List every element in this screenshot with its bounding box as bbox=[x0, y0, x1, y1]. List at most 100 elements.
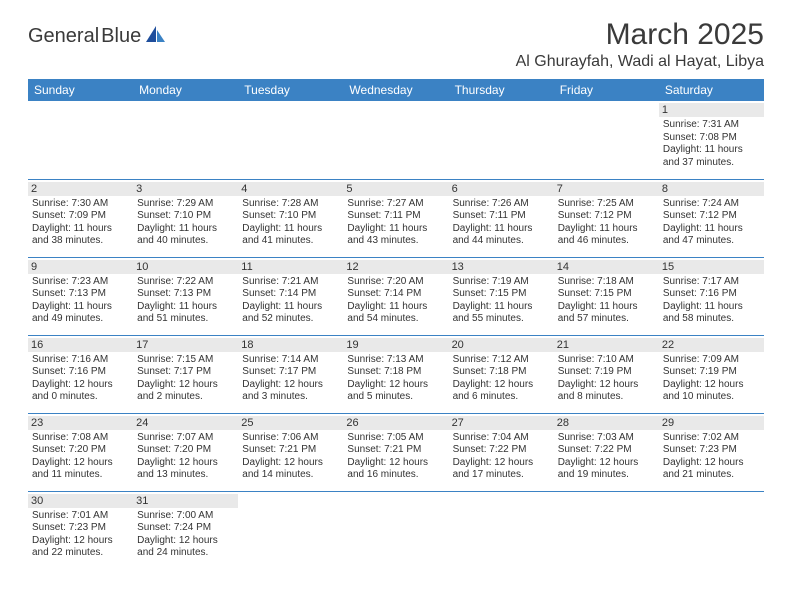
day-info: Sunrise: 7:12 AMSunset: 7:18 PMDaylight:… bbox=[453, 354, 550, 404]
day-info: Sunrise: 7:07 AMSunset: 7:20 PMDaylight:… bbox=[137, 432, 234, 482]
day-number: 20 bbox=[449, 338, 554, 352]
day-info: Sunrise: 7:01 AMSunset: 7:23 PMDaylight:… bbox=[32, 510, 129, 560]
weekday-header: Thursday bbox=[449, 79, 554, 101]
sunset-line: Sunset: 7:12 PM bbox=[558, 210, 655, 223]
day-number: 8 bbox=[659, 182, 764, 196]
day-number: 12 bbox=[343, 260, 448, 274]
sunset-line: Sunset: 7:17 PM bbox=[137, 366, 234, 379]
daylight-line: Daylight: 11 hours and 47 minutes. bbox=[663, 223, 760, 248]
daylight-line: Daylight: 12 hours and 24 minutes. bbox=[137, 535, 234, 560]
calendar-day-cell: 17Sunrise: 7:15 AMSunset: 7:17 PMDayligh… bbox=[133, 335, 238, 413]
day-info: Sunrise: 7:28 AMSunset: 7:10 PMDaylight:… bbox=[242, 198, 339, 248]
day-number: 7 bbox=[554, 182, 659, 196]
daylight-line: Daylight: 12 hours and 21 minutes. bbox=[663, 457, 760, 482]
sunset-line: Sunset: 7:09 PM bbox=[32, 210, 129, 223]
calendar-day-cell: 25Sunrise: 7:06 AMSunset: 7:21 PMDayligh… bbox=[238, 413, 343, 491]
calendar-day-cell: 7 Sunrise: 7:25 AMSunset: 7:12 PMDaylight… bbox=[554, 179, 659, 257]
calendar-day-cell bbox=[343, 101, 448, 179]
day-info: Sunrise: 7:08 AMSunset: 7:20 PMDaylight:… bbox=[32, 432, 129, 482]
calendar-day-cell: 11Sunrise: 7:21 AMSunset: 7:14 PMDayligh… bbox=[238, 257, 343, 335]
sunrise-line: Sunrise: 7:24 AM bbox=[663, 198, 760, 211]
day-number: 4 bbox=[238, 182, 343, 196]
sail-flag-icon bbox=[145, 24, 167, 44]
day-info: Sunrise: 7:04 AMSunset: 7:22 PMDaylight:… bbox=[453, 432, 550, 482]
day-info: Sunrise: 7:13 AMSunset: 7:18 PMDaylight:… bbox=[347, 354, 444, 404]
title-block: March 2025 Al Ghurayfah, Wadi al Hayat, … bbox=[516, 18, 764, 71]
location-subtitle: Al Ghurayfah, Wadi al Hayat, Libya bbox=[516, 53, 764, 71]
sunset-line: Sunset: 7:23 PM bbox=[32, 522, 129, 535]
day-number: 19 bbox=[343, 338, 448, 352]
daylight-line: Daylight: 11 hours and 46 minutes. bbox=[558, 223, 655, 248]
day-info: Sunrise: 7:23 AMSunset: 7:13 PMDaylight:… bbox=[32, 276, 129, 326]
calendar-day-cell: 22Sunrise: 7:09 AMSunset: 7:19 PMDayligh… bbox=[659, 335, 764, 413]
daylight-line: Daylight: 11 hours and 44 minutes. bbox=[453, 223, 550, 248]
calendar-week-row: 16Sunrise: 7:16 AMSunset: 7:16 PMDayligh… bbox=[28, 335, 764, 413]
daylight-line: Daylight: 11 hours and 52 minutes. bbox=[242, 301, 339, 326]
sunrise-line: Sunrise: 7:07 AM bbox=[137, 432, 234, 445]
daylight-line: Daylight: 12 hours and 22 minutes. bbox=[32, 535, 129, 560]
day-info: Sunrise: 7:22 AMSunset: 7:13 PMDaylight:… bbox=[137, 276, 234, 326]
day-info: Sunrise: 7:15 AMSunset: 7:17 PMDaylight:… bbox=[137, 354, 234, 404]
sunset-line: Sunset: 7:20 PM bbox=[32, 444, 129, 457]
day-number: 15 bbox=[659, 260, 764, 274]
daylight-line: Daylight: 11 hours and 40 minutes. bbox=[137, 223, 234, 248]
month-title: March 2025 bbox=[516, 18, 764, 51]
sunrise-line: Sunrise: 7:08 AM bbox=[32, 432, 129, 445]
calendar-day-cell: 20 Sunrise: 7:12 AMSunset: 7:18 PMDayligh… bbox=[449, 335, 554, 413]
calendar-header-row: SundayMondayTuesdayWednesdayThursdayFrid… bbox=[28, 79, 764, 101]
day-number: 1 bbox=[659, 103, 764, 117]
brand-logo: General Blue bbox=[28, 24, 167, 48]
day-info: Sunrise: 7:09 AMSunset: 7:19 PMDaylight:… bbox=[663, 354, 760, 404]
day-number: 31 bbox=[133, 494, 238, 508]
calendar-day-cell: 21Sunrise: 7:10 AMSunset: 7:19 PMDayligh… bbox=[554, 335, 659, 413]
daylight-line: Daylight: 12 hours and 8 minutes. bbox=[558, 379, 655, 404]
daylight-line: Daylight: 12 hours and 11 minutes. bbox=[32, 457, 129, 482]
sunset-line: Sunset: 7:23 PM bbox=[663, 444, 760, 457]
sunrise-line: Sunrise: 7:06 AM bbox=[242, 432, 339, 445]
sunset-line: Sunset: 7:18 PM bbox=[347, 366, 444, 379]
day-number: 13 bbox=[449, 260, 554, 274]
sunrise-line: Sunrise: 7:02 AM bbox=[663, 432, 760, 445]
sunset-line: Sunset: 7:14 PM bbox=[347, 288, 444, 301]
sunset-line: Sunset: 7:21 PM bbox=[242, 444, 339, 457]
daylight-line: Daylight: 11 hours and 54 minutes. bbox=[347, 301, 444, 326]
sunset-line: Sunset: 7:13 PM bbox=[137, 288, 234, 301]
daylight-line: Daylight: 11 hours and 43 minutes. bbox=[347, 223, 444, 248]
sunrise-line: Sunrise: 7:21 AM bbox=[242, 276, 339, 289]
calendar-day-cell bbox=[659, 491, 764, 569]
daylight-line: Daylight: 11 hours and 58 minutes. bbox=[663, 301, 760, 326]
weekday-header: Friday bbox=[554, 79, 659, 101]
sunrise-line: Sunrise: 7:17 AM bbox=[663, 276, 760, 289]
calendar-day-cell: 5Sunrise: 7:27 AMSunset: 7:11 PMDaylight… bbox=[343, 179, 448, 257]
daylight-line: Daylight: 12 hours and 14 minutes. bbox=[242, 457, 339, 482]
day-info: Sunrise: 7:29 AMSunset: 7:10 PMDaylight:… bbox=[137, 198, 234, 248]
day-number: 3 bbox=[133, 182, 238, 196]
day-info: Sunrise: 7:24 AMSunset: 7:12 PMDaylight:… bbox=[663, 198, 760, 248]
day-info: Sunrise: 7:25 AMSunset: 7:12 PMDaylight:… bbox=[558, 198, 655, 248]
daylight-line: Daylight: 12 hours and 16 minutes. bbox=[347, 457, 444, 482]
calendar-day-cell: 29Sunrise: 7:02 AMSunset: 7:23 PMDayligh… bbox=[659, 413, 764, 491]
sunrise-line: Sunrise: 7:20 AM bbox=[347, 276, 444, 289]
calendar-day-cell: 8 Sunrise: 7:24 AMSunset: 7:12 PMDaylight… bbox=[659, 179, 764, 257]
daylight-line: Daylight: 12 hours and 17 minutes. bbox=[453, 457, 550, 482]
sunrise-line: Sunrise: 7:01 AM bbox=[32, 510, 129, 523]
calendar-page: General Blue March 2025 Al Ghurayfah, Wa… bbox=[0, 0, 792, 587]
daylight-line: Daylight: 11 hours and 49 minutes. bbox=[32, 301, 129, 326]
sunset-line: Sunset: 7:11 PM bbox=[347, 210, 444, 223]
daylight-line: Daylight: 12 hours and 19 minutes. bbox=[558, 457, 655, 482]
calendar-day-cell: 4 Sunrise: 7:28 AMSunset: 7:10 PMDaylight… bbox=[238, 179, 343, 257]
calendar-day-cell: 9Sunrise: 7:23 AMSunset: 7:13 PMDaylight… bbox=[28, 257, 133, 335]
sunrise-line: Sunrise: 7:10 AM bbox=[558, 354, 655, 367]
calendar-day-cell: 13Sunrise: 7:19 AMSunset: 7:15 PMDayligh… bbox=[449, 257, 554, 335]
day-info: Sunrise: 7:30 AMSunset: 7:09 PMDaylight:… bbox=[32, 198, 129, 248]
weekday-header: Saturday bbox=[659, 79, 764, 101]
calendar-day-cell: 3 Sunrise: 7:29 AMSunset: 7:10 PMDaylight… bbox=[133, 179, 238, 257]
calendar-day-cell: 31Sunrise: 7:00 AMSunset: 7:24 PMDayligh… bbox=[133, 491, 238, 569]
sunrise-line: Sunrise: 7:03 AM bbox=[558, 432, 655, 445]
calendar-day-cell bbox=[554, 101, 659, 179]
sunset-line: Sunset: 7:12 PM bbox=[663, 210, 760, 223]
sunset-line: Sunset: 7:24 PM bbox=[137, 522, 234, 535]
calendar-day-cell: 2Sunrise: 7:30 AMSunset: 7:09 PMDaylight… bbox=[28, 179, 133, 257]
sunset-line: Sunset: 7:13 PM bbox=[32, 288, 129, 301]
day-number: 28 bbox=[554, 416, 659, 430]
